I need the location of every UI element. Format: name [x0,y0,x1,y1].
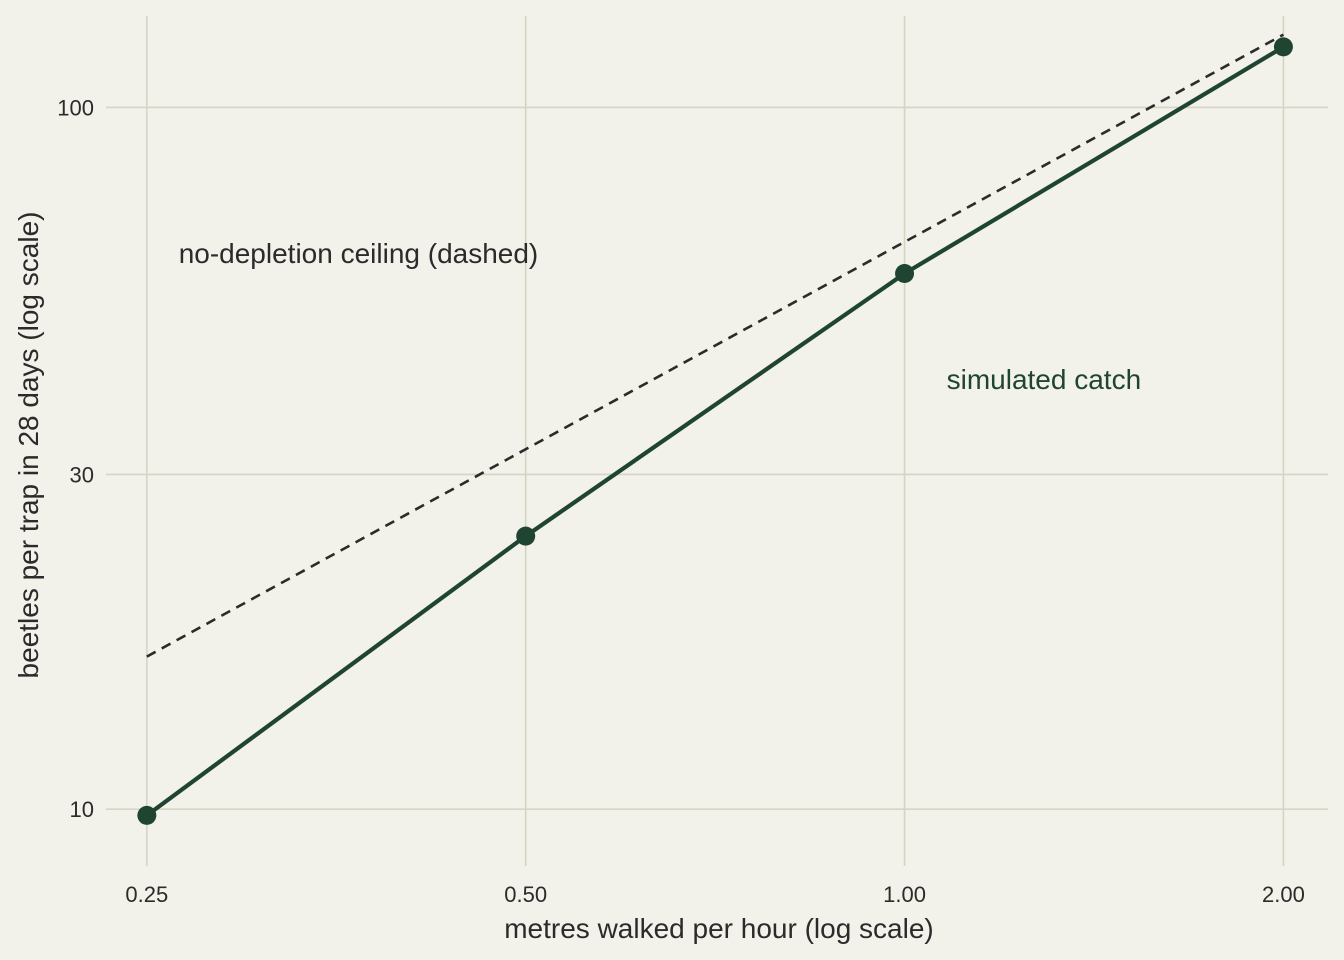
annotation-label: no-depletion ceiling (dashed) [179,238,539,269]
x-tick-label: 1.00 [883,882,926,907]
annotations: no-depletion ceiling (dashed) simulated c… [179,238,1141,395]
x-axis-title: metres walked per hour (log scale) [504,913,934,944]
x-tick-label: 0.25 [125,882,168,907]
catch-series-line [145,45,1285,818]
y-tick-label: 100 [57,95,94,120]
grid [106,16,1328,866]
x-tick-label: 2.00 [1262,882,1305,907]
catch-data-point [1273,37,1293,57]
tick-labels: 0.25 0.50 1.00 2.00 10 30 100 [57,95,1305,907]
catch-data-point [137,805,157,825]
annotation-label: simulated catch [947,364,1142,395]
catch-data-point [895,263,915,283]
y-tick-label: 30 [70,462,94,487]
ceiling-series-line [146,33,1285,658]
series-layer [137,33,1293,825]
catch-data-point [516,526,536,546]
y-tick-label: 10 [70,797,94,822]
x-tick-label: 0.50 [504,882,547,907]
y-axis-title: beetles per trap in 28 days (log scale) [13,212,44,679]
